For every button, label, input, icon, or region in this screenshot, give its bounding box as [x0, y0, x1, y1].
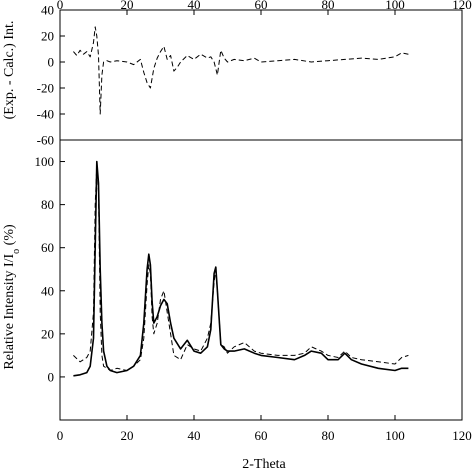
- top-y-tick-label: -40: [37, 107, 54, 122]
- bottom-x-tick-label: 40: [188, 428, 201, 443]
- top-y-tick-label: -60: [37, 133, 54, 148]
- top-y-tick-label: 20: [41, 29, 54, 44]
- bottom-y-tick-label: 20: [41, 326, 54, 341]
- bottom-y-axis-label: Relative Intensity I/Io (%): [2, 224, 22, 370]
- bottom-y-tick-label: 60: [41, 240, 54, 255]
- bottom-x-tick-label: 0: [57, 428, 64, 443]
- top-x-tick-label: 60: [255, 0, 268, 12]
- bottom-x-axis-label: 2-Theta: [242, 457, 286, 472]
- bottom-y-tick-label: 40: [41, 283, 54, 298]
- top-x-tick-label: 0: [57, 0, 64, 12]
- top-x-tick-label: 80: [322, 0, 335, 12]
- top-series-dashed-line: [73, 26, 409, 115]
- top-plot-frame: [59, 9, 463, 141]
- bottom-x-tick-label: 100: [385, 428, 405, 443]
- top-panel: 40 20 0 -20 -40 -60 0 20 40 60 80 100 120: [37, 0, 472, 148]
- top-x-tick-label: 40: [188, 0, 201, 12]
- bottom-x-tick-label: 20: [121, 428, 134, 443]
- bottom-y-tick-label: 0: [48, 369, 55, 384]
- bottom-y-axis-label-main: Relative Intensity I/I: [2, 253, 17, 369]
- bottom-x-tick-label: 60: [255, 428, 268, 443]
- top-y-tick-label: 0: [48, 55, 55, 70]
- top-x-tick-label: 20: [121, 0, 134, 12]
- bottom-panel: 100 80 60 40 20 0 0 20 40 60 80 100 120: [35, 139, 472, 443]
- bottom-y-axis-label-subscript: o: [11, 249, 22, 254]
- bottom-plot-frame: [59, 139, 463, 421]
- top-x-tick-label: 100: [385, 0, 405, 12]
- bottom-y-tick-label: 100: [35, 154, 55, 169]
- bottom-y-axis-label-suffix: (%): [2, 224, 17, 249]
- top-y-tick-label: 40: [41, 3, 54, 18]
- top-y-axis-label: (Exp. - Calc.) Int.: [2, 21, 17, 120]
- bottom-y-tick-label: 80: [41, 197, 54, 212]
- bottom-x-tick-label: 80: [322, 428, 335, 443]
- bottom-series-solid-line: [73, 160, 409, 377]
- bottom-series-dashed-line: [73, 165, 409, 371]
- bottom-x-tick-label: 120: [452, 428, 472, 443]
- top-y-tick-label: -20: [37, 81, 54, 96]
- top-x-tick-label: 120: [452, 0, 472, 12]
